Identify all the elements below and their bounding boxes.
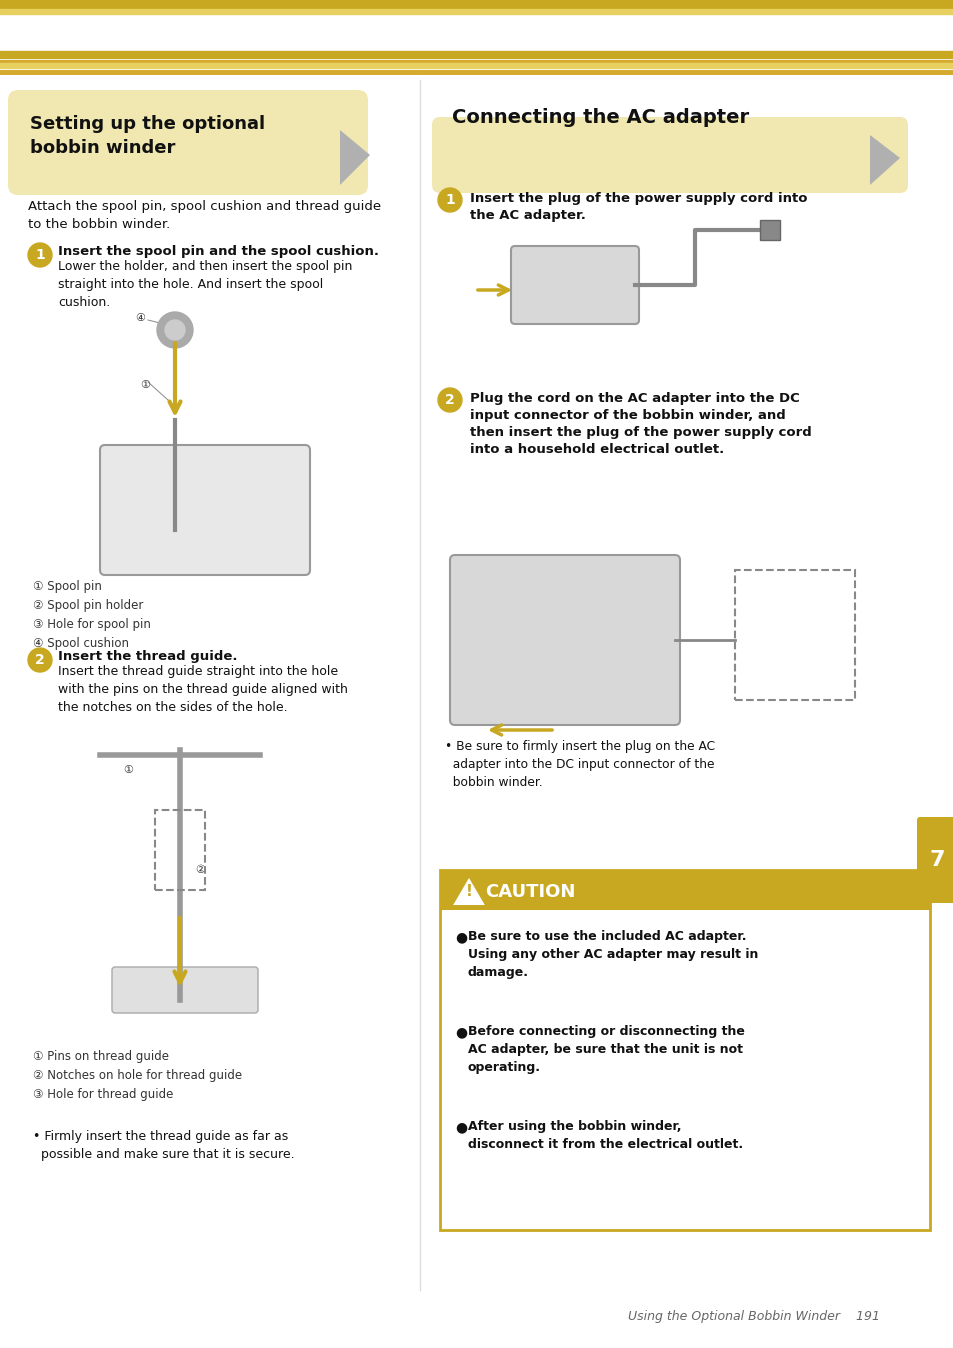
FancyBboxPatch shape	[0, 70, 953, 75]
Text: ②: ②	[115, 445, 125, 456]
Bar	[0, 63, 953, 67]
Text: • Be sure to firmly insert the plug on the AC
  adapter into the DC input connec: • Be sure to firmly insert the plug on t…	[444, 740, 715, 789]
Bar	[455, 249, 834, 390]
Text: ●: ●	[455, 1120, 467, 1134]
Text: ①: ①	[140, 380, 150, 390]
Text: Insert the thread guide straight into the hole
with the pins on the thread guide: Insert the thread guide straight into th…	[58, 665, 348, 714]
Text: ③: ③	[123, 1000, 132, 1010]
Circle shape	[437, 187, 461, 212]
FancyBboxPatch shape	[439, 869, 929, 1229]
Text: Setting up the optional
bobbin winder: Setting up the optional bobbin winder	[30, 115, 265, 156]
Text: Be sure to use the included AC adapter.
Using any other AC adapter may result in: Be sure to use the included AC adapter. …	[468, 930, 758, 979]
Text: ① Spool pin
② Spool pin holder
③ Hole for spool pin
④ Spool cushion: ① Spool pin ② Spool pin holder ③ Hole fo…	[33, 580, 151, 650]
Bar	[80, 369, 319, 550]
Text: ●: ●	[455, 1024, 467, 1039]
Text: After using the bobbin winder,
disconnect it from the electrical outlet.: After using the bobbin winder, disconnec…	[468, 1120, 742, 1151]
Circle shape	[157, 311, 193, 348]
Text: ①: ①	[123, 766, 132, 775]
Text: Plug the cord on the AC adapter into the DC
input connector of the bobbin winder: Plug the cord on the AC adapter into the…	[470, 392, 811, 456]
FancyBboxPatch shape	[8, 90, 368, 195]
Bar	[734, 570, 854, 700]
Polygon shape	[869, 135, 899, 185]
Text: 7: 7	[928, 851, 943, 869]
Text: Insert the thread guide.: Insert the thread guide.	[58, 650, 237, 663]
FancyBboxPatch shape	[432, 117, 907, 193]
Text: ●: ●	[455, 930, 467, 944]
Text: Attach the spool pin, spool cushion and thread guide
to the bobbin winder.: Attach the spool pin, spool cushion and …	[28, 200, 381, 231]
Text: Before connecting or disconnecting the
AC adapter, be sure that the unit is not
: Before connecting or disconnecting the A…	[468, 1024, 744, 1074]
Circle shape	[165, 319, 185, 340]
FancyBboxPatch shape	[450, 555, 679, 725]
Bar	[0, 0, 953, 8]
FancyBboxPatch shape	[511, 245, 639, 324]
Text: ②: ②	[194, 865, 205, 875]
Text: 1: 1	[445, 193, 455, 208]
Text: Insert the plug of the power supply cord into
the AC adapter.: Insert the plug of the power supply cord…	[470, 191, 806, 222]
Text: ④: ④	[135, 313, 145, 324]
Circle shape	[437, 388, 461, 412]
Bar	[439, 869, 929, 910]
FancyBboxPatch shape	[916, 817, 953, 903]
Polygon shape	[339, 129, 370, 185]
Polygon shape	[455, 880, 482, 905]
Bar	[0, 51, 953, 58]
Text: Using the Optional Bobbin Winder    191: Using the Optional Bobbin Winder 191	[627, 1310, 879, 1322]
Text: Insert the spool pin and the spool cushion.: Insert the spool pin and the spool cushi…	[58, 245, 378, 257]
Text: 1: 1	[35, 248, 45, 262]
Bar	[0, 9, 953, 13]
Circle shape	[28, 648, 52, 673]
Text: • Firmly insert the thread guide as far as
  possible and make sure that it is s: • Firmly insert the thread guide as far …	[33, 1130, 294, 1161]
Text: ③: ③	[112, 500, 123, 510]
Text: 2: 2	[35, 652, 45, 667]
Text: !: !	[465, 884, 472, 899]
FancyBboxPatch shape	[100, 445, 310, 576]
Text: Lower the holder, and then insert the spool pin
straight into the hole. And inse: Lower the holder, and then insert the sp…	[58, 260, 352, 309]
FancyBboxPatch shape	[112, 967, 257, 1012]
Text: 2: 2	[445, 394, 455, 407]
FancyBboxPatch shape	[0, 61, 953, 67]
Circle shape	[28, 243, 52, 267]
Text: ① Pins on thread guide
② Notches on hole for thread guide
③ Hole for thread guid: ① Pins on thread guide ② Notches on hole…	[33, 1050, 242, 1101]
Bar	[154, 810, 205, 890]
Bar	[760, 220, 780, 240]
Text: Connecting the AC adapter: Connecting the AC adapter	[452, 108, 748, 127]
Text: CAUTION: CAUTION	[484, 883, 575, 900]
